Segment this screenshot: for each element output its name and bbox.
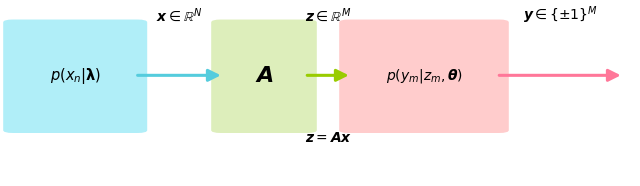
FancyBboxPatch shape [3, 20, 147, 133]
Text: $\boldsymbol{z} = \boldsymbol{A}\boldsymbol{x}$: $\boldsymbol{z} = \boldsymbol{A}\boldsym… [305, 131, 352, 145]
Text: $\boldsymbol{A}$: $\boldsymbol{A}$ [255, 65, 273, 87]
Text: $\boldsymbol{z} \in \mathbb{R}^M$: $\boldsymbol{z} \in \mathbb{R}^M$ [305, 6, 351, 24]
Text: $p(y_m|z_m, \boldsymbol{\theta})$: $p(y_m|z_m, \boldsymbol{\theta})$ [385, 67, 463, 85]
Text: $\boldsymbol{x} \in \mathbb{R}^N$: $\boldsymbol{x} \in \mathbb{R}^N$ [156, 6, 202, 24]
FancyBboxPatch shape [211, 20, 317, 133]
Text: $p(x_n|\boldsymbol{\lambda})$: $p(x_n|\boldsymbol{\lambda})$ [49, 66, 101, 86]
FancyBboxPatch shape [339, 20, 509, 133]
Text: $\boldsymbol{y} \in \{\pm 1\}^M$: $\boldsymbol{y} \in \{\pm 1\}^M$ [522, 4, 598, 26]
